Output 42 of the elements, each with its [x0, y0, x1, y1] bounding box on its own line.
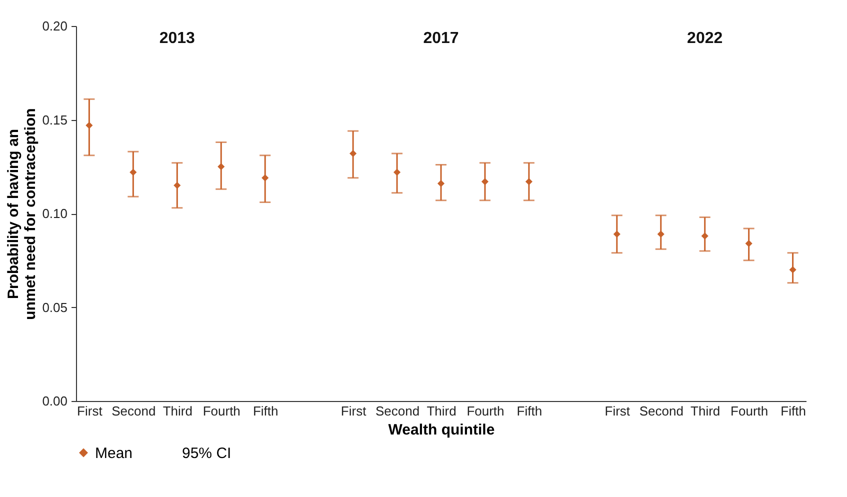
point — [789, 266, 796, 274]
x-tick-label: Third — [426, 404, 456, 418]
x-tick-label: Fourth — [202, 404, 240, 418]
y-axis-title: Probability of having an unmet need for contraception — [5, 108, 40, 320]
annotation: 2017 — [423, 30, 459, 47]
y-tick-label: 0.10 — [42, 206, 68, 221]
point — [262, 174, 269, 182]
x-tick-label: First — [604, 404, 630, 418]
x-tick-label: Fourth — [730, 404, 768, 418]
x-tick-label: Third — [162, 404, 192, 418]
y-tick-label: 0.00 — [42, 394, 68, 408]
x-tick-label: First — [340, 404, 367, 418]
y-tick-label: 0.15 — [42, 112, 68, 128]
y-tick-label: 0.20 — [42, 18, 68, 34]
annotation: 2022 — [687, 30, 723, 47]
x-tick-label: Third — [690, 404, 720, 418]
x-tick-label: Second — [112, 404, 156, 418]
x-tick-label: Fifth — [252, 404, 278, 418]
x-axis-title: Wealth quintile — [388, 422, 495, 438]
point — [745, 240, 752, 248]
point — [218, 163, 225, 170]
y-tick-label: 0.05 — [42, 300, 68, 315]
point — [174, 182, 181, 189]
point — [613, 230, 620, 238]
x-tick-label: Second — [639, 404, 684, 418]
x-tick-label: Fourth — [466, 404, 504, 418]
annotation: 2013 — [159, 30, 196, 47]
x-tick-label: First — [77, 404, 103, 418]
x-tick-label: Fifth — [780, 404, 806, 418]
x-tick-label: Fifth — [516, 404, 542, 418]
point — [130, 168, 137, 176]
x-tick-label: Second — [375, 404, 420, 418]
point — [437, 180, 445, 188]
text: 95% CI — [182, 444, 232, 462]
point — [86, 122, 93, 129]
legend-label: Mean — [95, 444, 133, 462]
point — [350, 150, 357, 158]
point — [525, 178, 532, 186]
point — [657, 230, 664, 238]
point — [481, 178, 489, 186]
point — [393, 168, 401, 176]
point — [701, 232, 708, 240]
